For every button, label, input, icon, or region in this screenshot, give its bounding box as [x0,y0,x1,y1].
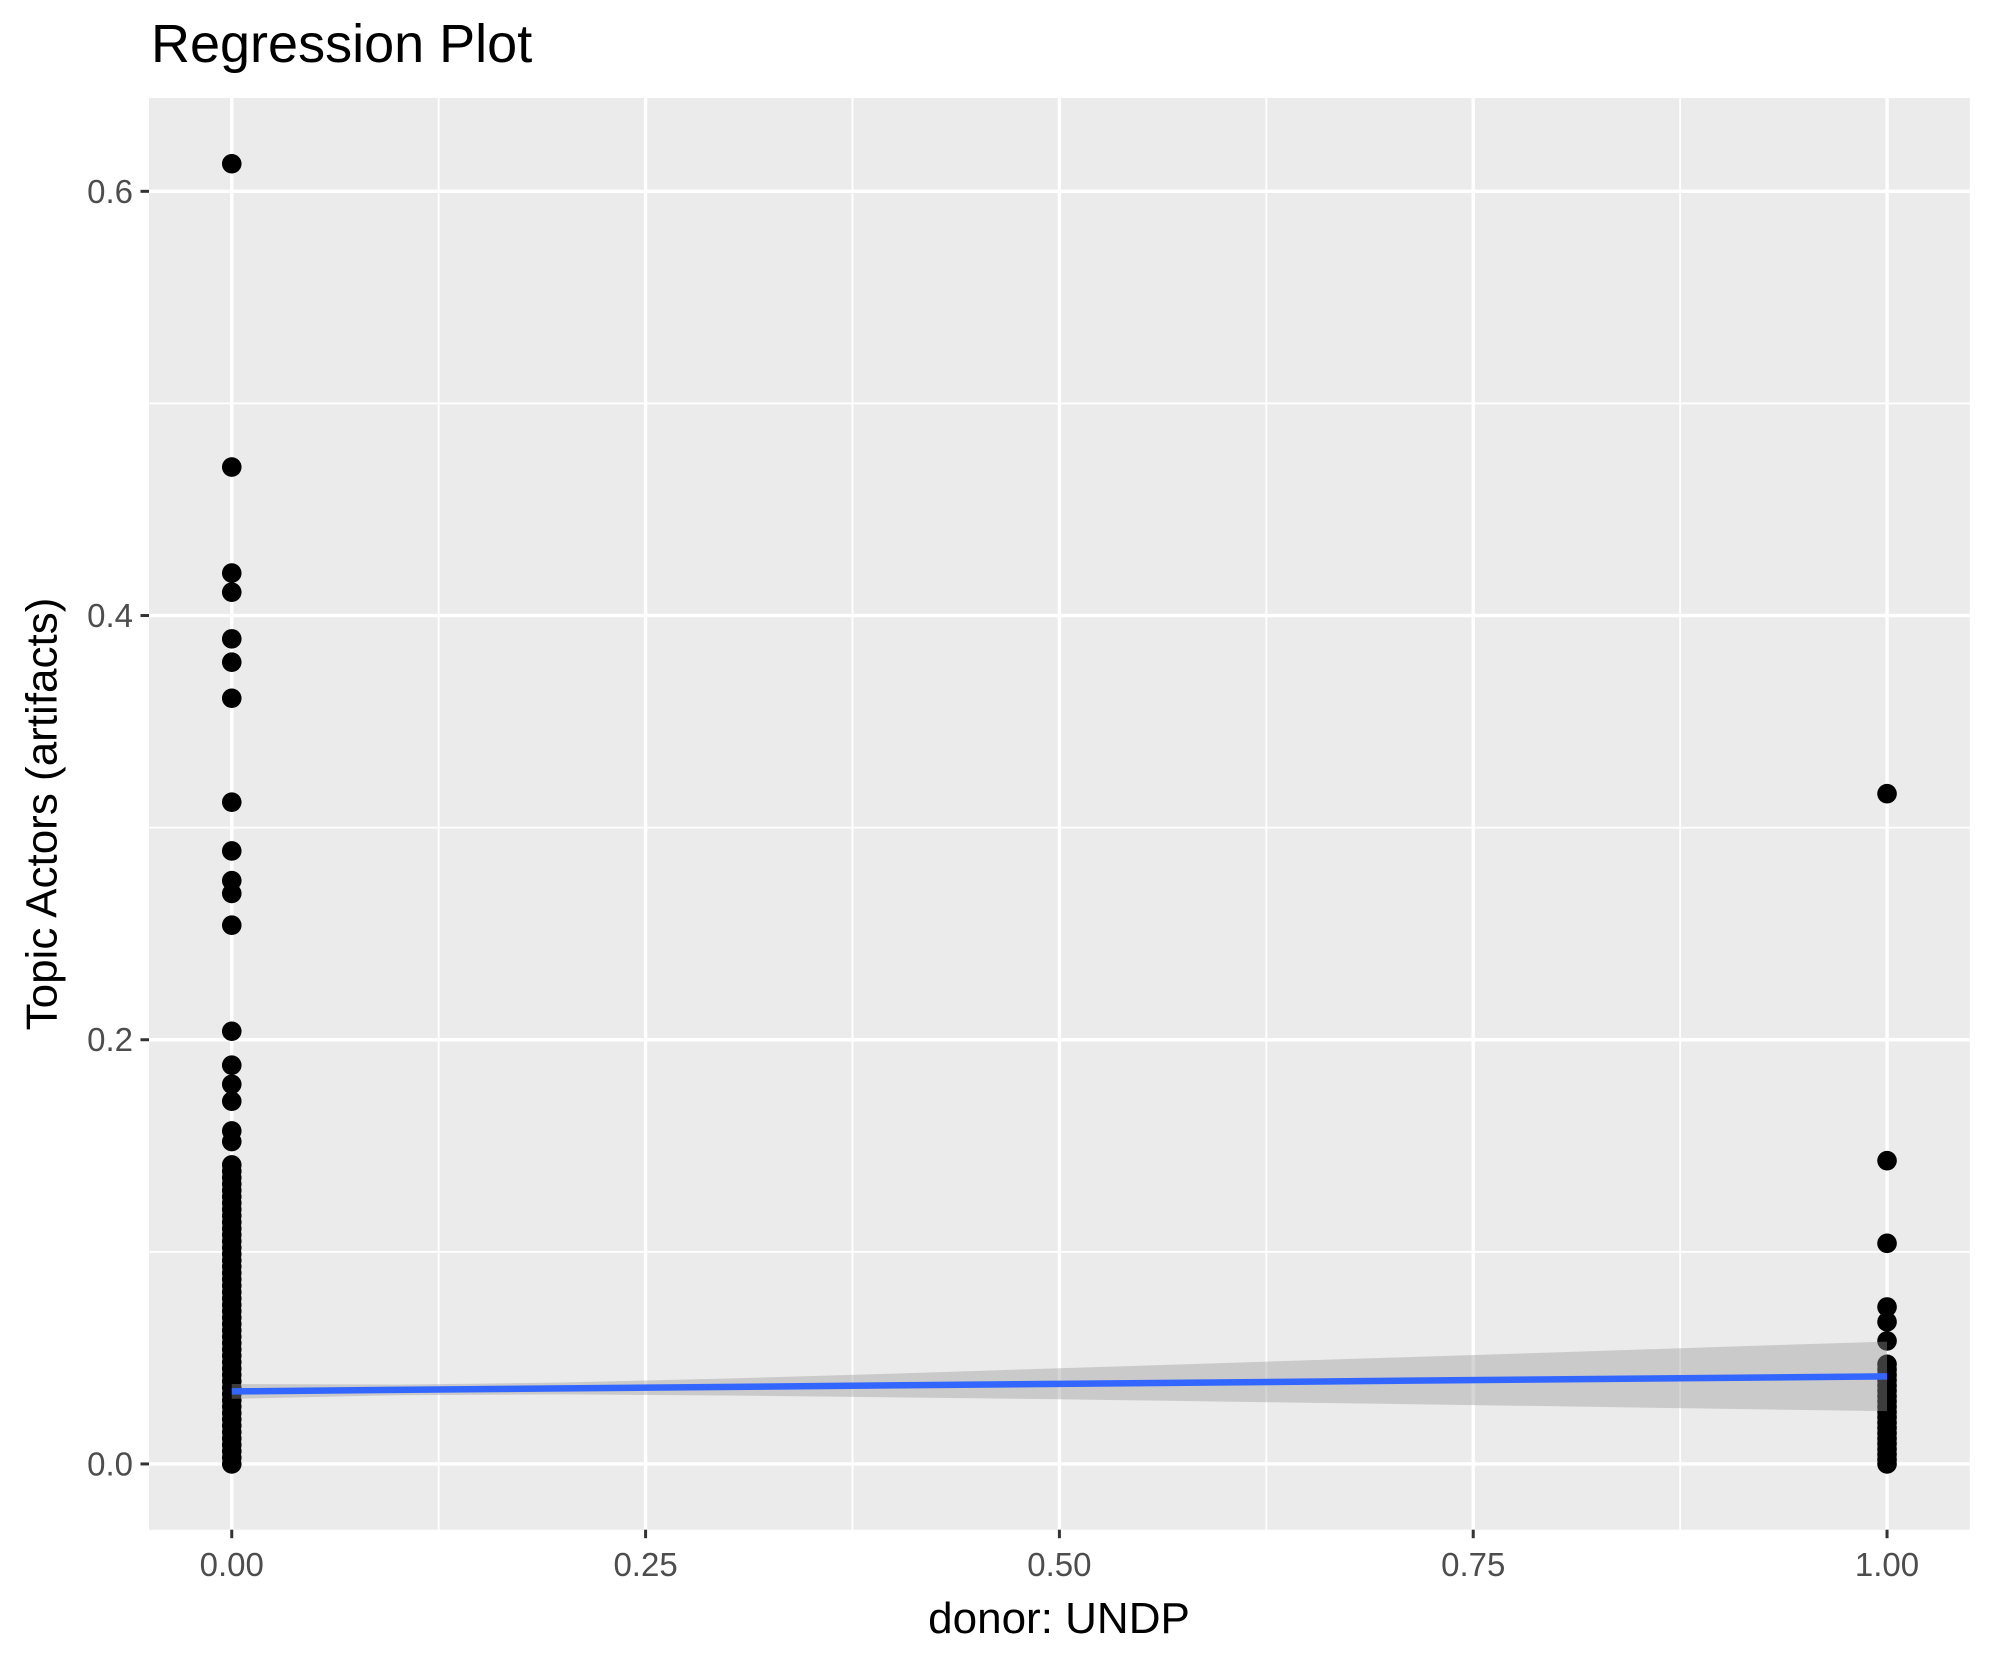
data-point [221,915,242,936]
x-tick-label: 0.50 [1027,1546,1091,1583]
data-point [221,883,242,904]
data-point [1877,1331,1897,1351]
data-point [221,1021,242,1042]
data-point [221,457,242,477]
confidence-band [231,1341,1888,1412]
data-point [221,652,242,672]
data-point [221,153,242,174]
y-tick-label: 0.2 [87,1021,133,1058]
data-point [1877,1454,1897,1474]
y-axis-title: Topic Actors (artifacts) [18,598,67,1031]
y-tick-label: 0.4 [87,597,133,634]
x-axis-title: donor: UNDP [928,1594,1190,1643]
x-tick-label: 0.00 [200,1546,264,1583]
data-point [221,1074,242,1095]
data-point [221,1091,242,1112]
data-point [1877,1150,1897,1171]
data-point [221,688,242,709]
plot-title: Regression Plot [151,14,532,74]
data-point [221,1131,242,1152]
y-tick-label: 0.6 [87,173,133,210]
data-point [221,582,242,603]
scatter-points [221,153,1897,1474]
x-tick-label: 1.00 [1855,1546,1919,1583]
data-point [1877,1312,1897,1332]
data-point [221,792,242,812]
regression-line [231,1373,1888,1395]
y-tick-label: 0.0 [87,1445,133,1482]
data-point [1877,1297,1897,1317]
x-tick-label: 0.75 [1441,1546,1505,1583]
data-point [221,1055,242,1075]
x-tick-label: 0.25 [613,1546,677,1583]
data-point [221,1454,242,1474]
data-point [1877,1233,1897,1254]
y-axis-ticks: 0.0 0.2 0.4 0.6 [87,173,149,1482]
data-point [221,629,242,649]
data-point [1877,783,1897,804]
major-gridlines [149,98,1970,1530]
x-axis-ticks: 0.00 0.25 0.50 0.75 1.00 [200,1529,1919,1583]
data-point [221,841,242,861]
data-point [221,563,242,583]
